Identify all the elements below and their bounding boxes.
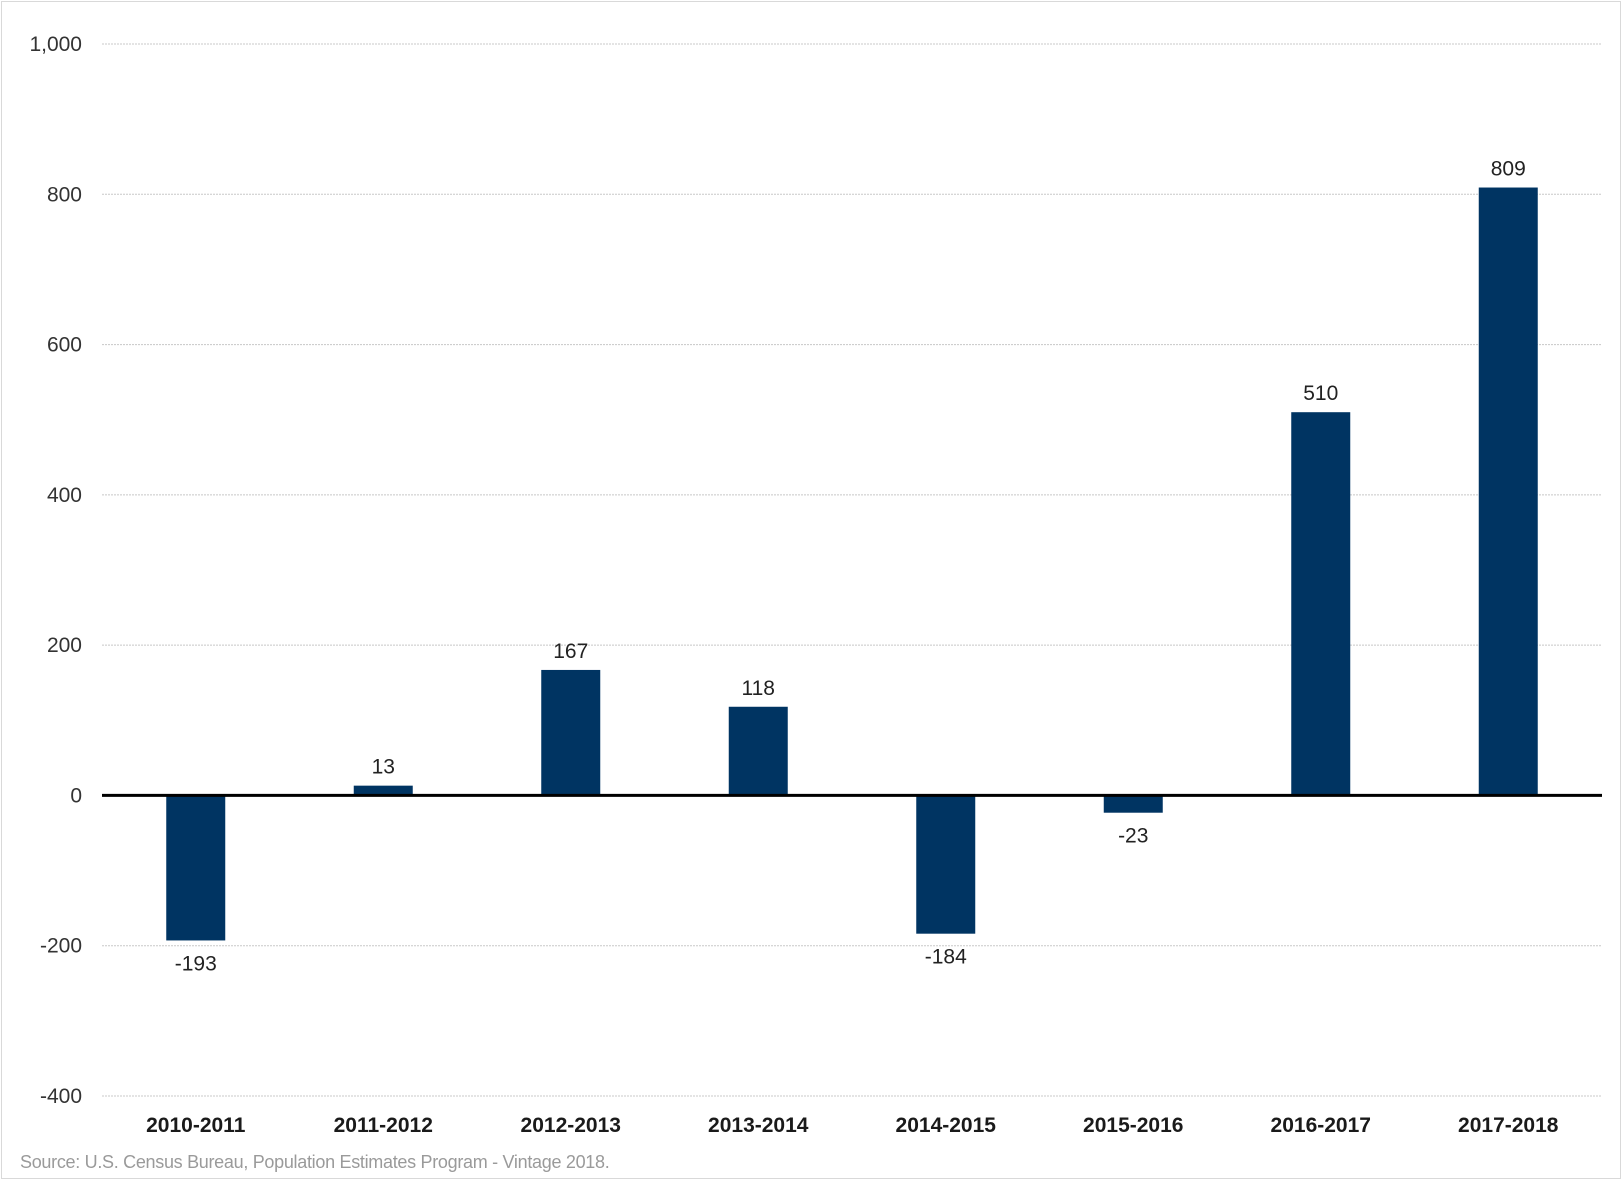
x-category-label: 2017-2018 bbox=[1458, 1114, 1559, 1137]
labels: -400 -200 0 200 400 600 800 1,000 -193 2010-2011 1… bbox=[29, 33, 1558, 1137]
bar-2010-2011 bbox=[166, 795, 226, 941]
y-tick-label: -200 bbox=[40, 935, 82, 958]
y-tick-label: 400 bbox=[47, 484, 82, 507]
data-label: -184 bbox=[925, 946, 967, 969]
data-label: 118 bbox=[742, 677, 775, 700]
bar-2015-2016 bbox=[1103, 795, 1163, 813]
x-category-label: 2013-2014 bbox=[708, 1114, 809, 1137]
source-note: Source: U.S. Census Bureau, Population E… bbox=[20, 1152, 610, 1172]
y-tick-label: 200 bbox=[47, 634, 82, 657]
bar-2013-2014 bbox=[728, 706, 788, 796]
x-category-label: 2012-2013 bbox=[521, 1114, 621, 1137]
x-category-label: 2010-2011 bbox=[146, 1114, 246, 1137]
y-tick-label: -400 bbox=[40, 1085, 82, 1108]
x-category-label: 2014-2015 bbox=[896, 1114, 997, 1137]
data-label: -23 bbox=[1118, 825, 1148, 848]
data-label: 809 bbox=[1491, 158, 1526, 181]
data-label: 13 bbox=[372, 756, 395, 779]
bar-2011-2012 bbox=[353, 785, 413, 796]
bar-2012-2013 bbox=[541, 669, 601, 796]
bar-2016-2017 bbox=[1291, 412, 1351, 796]
bar-2014-2015 bbox=[916, 795, 976, 934]
y-tick-label: 0 bbox=[70, 784, 82, 807]
y-tick-label: 1,000 bbox=[29, 33, 82, 56]
gridlines bbox=[102, 43, 1602, 1097]
data-label: 510 bbox=[1303, 382, 1338, 405]
x-category-label: 2016-2017 bbox=[1271, 1114, 1371, 1137]
x-category-label: 2015-2016 bbox=[1083, 1114, 1183, 1137]
data-label: -193 bbox=[175, 952, 217, 975]
y-tick-label: 600 bbox=[47, 334, 82, 357]
bar-2017-2018 bbox=[1478, 187, 1538, 796]
bars bbox=[166, 187, 1538, 941]
data-label: 167 bbox=[553, 640, 588, 663]
x-category-label: 2011-2012 bbox=[334, 1114, 433, 1137]
y-tick-label: 800 bbox=[47, 183, 82, 206]
